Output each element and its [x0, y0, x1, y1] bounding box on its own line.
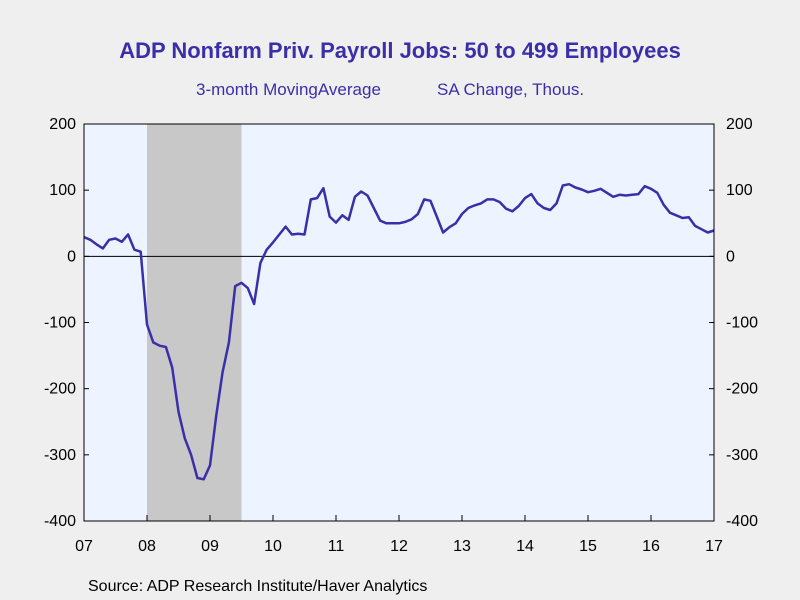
recession-shading	[147, 124, 242, 521]
x-tick-label: 10	[264, 538, 282, 555]
y-tick-label-left: -400	[44, 513, 76, 530]
x-tick-label: 16	[642, 538, 660, 555]
chart-subtitle-left: 3-month MovingAverage	[196, 80, 381, 99]
y-tick-label-left: 200	[49, 116, 76, 133]
x-tick-label: 12	[390, 538, 408, 555]
x-tick-label: 14	[516, 538, 534, 555]
source-note: Source: ADP Research Institute/Haver Ana…	[88, 578, 428, 595]
y-tick-label-right: -200	[726, 381, 758, 398]
y-tick-label-right: 100	[726, 182, 753, 199]
y-tick-label-left: -200	[44, 381, 76, 398]
x-tick-label: 08	[138, 538, 156, 555]
x-tick-label: 15	[579, 538, 597, 555]
y-tick-label-left: 0	[67, 248, 76, 265]
series-line-0	[83, 182, 715, 481]
x-tick-label: 07	[75, 538, 93, 555]
x-tick-label: 09	[201, 538, 219, 555]
x-tick-label: 11	[328, 538, 345, 555]
chart-subtitle-right: SA Change, Thous.	[437, 80, 585, 99]
x-tick-label: 17	[705, 538, 723, 555]
y-tick-label-right: -100	[726, 315, 758, 332]
x-tick-label: 13	[453, 538, 471, 555]
chart-title: ADP Nonfarm Priv. Payroll Jobs: 50 to 49…	[119, 38, 681, 63]
y-tick-label-left: -100	[44, 315, 76, 332]
y-tick-label-left: 100	[49, 182, 76, 199]
y-tick-label-right: -400	[726, 513, 758, 530]
y-tick-label-right: 0	[726, 248, 735, 265]
y-tick-label-right: 200	[726, 116, 753, 133]
y-tick-label-right: -300	[726, 447, 758, 464]
y-tick-label-left: -300	[44, 447, 76, 464]
